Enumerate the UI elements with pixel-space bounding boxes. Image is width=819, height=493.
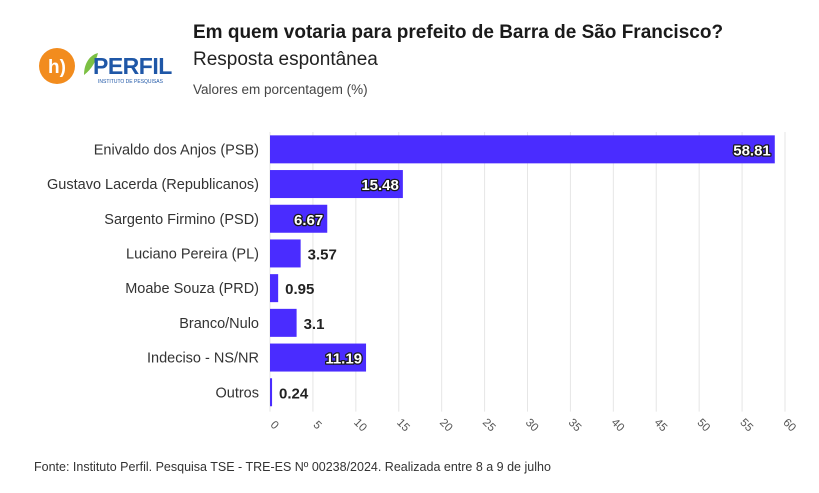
x-tick-label: 45: [652, 417, 670, 435]
category-label: Luciano Pereira (PL): [126, 246, 259, 262]
bars: [270, 135, 775, 407]
bar: [270, 378, 273, 407]
x-tick-label: 55: [737, 417, 755, 435]
h-logo-mark: h): [48, 57, 66, 78]
logos: h) PERFIL INSTITUTO DE PESQUISAS: [39, 48, 173, 85]
value-label: 0.95: [285, 281, 314, 298]
x-tick-label: 25: [480, 417, 498, 435]
value-label: 3.1: [304, 316, 325, 333]
category-labels: Enivaldo dos Anjos (PSB) Gustavo Lacerda …: [47, 142, 259, 401]
value-label: 6.67: [294, 212, 323, 229]
category-label: Gustavo Lacerda (Republicanos): [47, 177, 259, 193]
bar: [270, 308, 297, 337]
category-label: Branco/Nulo: [179, 316, 259, 332]
value-label: 58.81: [733, 142, 771, 159]
category-label: Moabe Souza (PRD): [125, 281, 259, 297]
bar: [270, 239, 301, 268]
bar-chart: Enivaldo dos Anjos (PSB) Gustavo Lacerda …: [47, 132, 798, 435]
source-note: Fonte: Instituto Perfil. Pesquisa TSE - …: [34, 460, 551, 474]
chart-title: Em quem votaria para prefeito de Barra d…: [193, 22, 724, 43]
category-label: Enivaldo dos Anjos (PSB): [94, 142, 259, 158]
bar: [270, 274, 279, 303]
x-tick-label: 20: [437, 417, 455, 435]
x-tick-label: 5: [311, 419, 324, 432]
perfil-brand-tagline: INSTITUTO DE PESQUISAS: [98, 79, 164, 85]
value-label: 15.48: [361, 177, 399, 194]
x-tick-label: 30: [523, 417, 541, 435]
leaf-icon: [84, 53, 98, 75]
x-tick-label: 50: [695, 417, 713, 435]
category-label: Indeciso - NS/NR: [147, 351, 259, 367]
perfil-brand-name: PERFIL: [93, 53, 172, 79]
chart-subtitle: Resposta espontânea: [193, 49, 378, 70]
perfil-logo: PERFIL INSTITUTO DE PESQUISAS: [84, 53, 173, 85]
x-tick-label: 40: [609, 417, 627, 435]
x-tick-label: 15: [394, 417, 412, 435]
x-tick-label: 60: [780, 417, 798, 435]
value-label: 11.19: [325, 351, 362, 368]
bar: [270, 170, 403, 199]
x-tick-label: 35: [566, 417, 584, 435]
bar: [270, 204, 328, 233]
x-tick-label: 10: [351, 417, 369, 435]
value-label: 0.24: [279, 385, 309, 402]
x-tick-label: 0: [268, 419, 281, 432]
bar: [270, 343, 367, 372]
category-label: Outros: [215, 385, 259, 401]
bar: [270, 135, 775, 164]
h-brand-logo: h): [39, 48, 75, 84]
category-label: Sargento Firmino (PSD): [104, 212, 259, 228]
x-axis-ticks: 0 5 10 15 20 25 30 35 40 45 50 55 60: [268, 417, 798, 435]
value-label: 3.57: [308, 246, 337, 263]
value-labels: 58.81 15.48 6.67 3.57 0.95 3.1 11.19 0.24: [279, 141, 772, 402]
unit-note: Valores em porcentagem (%): [193, 82, 368, 97]
